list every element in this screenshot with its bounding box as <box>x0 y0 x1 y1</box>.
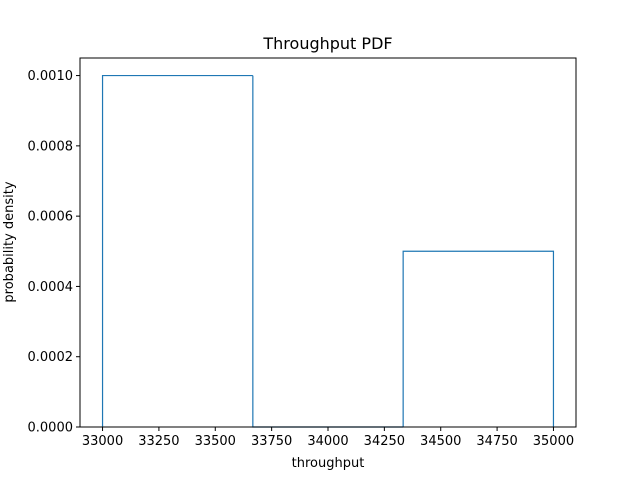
y-axis-ticks: 0.0000 0.0002 0.0004 0.0006 0.0008 0.0010 <box>28 69 80 436</box>
x-tick-label: 34750 <box>476 434 517 449</box>
x-axis-ticks: 33000 33250 33500 33750 34000 34250 34500 34750… <box>82 427 574 449</box>
histogram-bin <box>101 74 253 427</box>
chart-title: Throughput PDF <box>262 34 392 53</box>
x-tick-label: 33250 <box>138 434 179 449</box>
y-tick-label: 0.0010 <box>28 69 74 84</box>
x-tick-label: 33750 <box>251 434 292 449</box>
x-tick-label: 35000 <box>533 434 574 449</box>
y-tick-label: 0.0004 <box>28 280 74 295</box>
y-axis-label: probability density <box>2 181 17 302</box>
x-tick-label: 33000 <box>82 434 123 449</box>
x-axis-label: throughput <box>292 456 365 471</box>
x-tick-label: 34000 <box>307 434 348 449</box>
y-tick-label: 0.0000 <box>28 421 74 436</box>
y-tick-label: 0.0002 <box>28 350 74 365</box>
y-tick-label: 0.0008 <box>28 139 74 154</box>
x-tick-label: 33500 <box>195 434 236 449</box>
histogram-bin <box>402 250 555 427</box>
x-tick-label: 34250 <box>364 434 405 449</box>
x-tick-label: 34500 <box>420 434 461 449</box>
y-tick-label: 0.0006 <box>28 210 74 225</box>
